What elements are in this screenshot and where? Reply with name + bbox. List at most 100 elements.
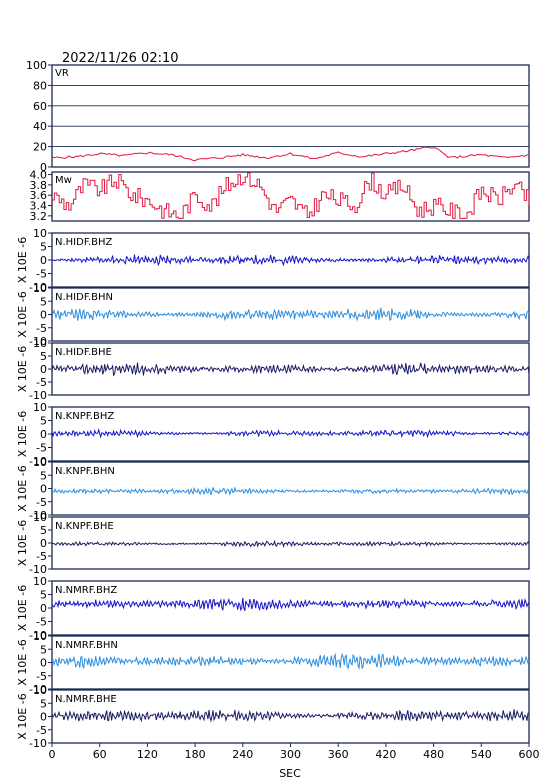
panel-frame xyxy=(51,461,530,516)
y-tick-label: -5 xyxy=(36,268,47,281)
y-tick-label: 3.8 xyxy=(30,179,48,192)
y-tick-label: 5 xyxy=(40,643,47,656)
y-tick-label: 40 xyxy=(33,120,47,133)
y-tick-label: 80 xyxy=(33,79,47,92)
panel-frame xyxy=(51,64,530,168)
y-axis-title: X 10E -6 xyxy=(16,237,29,283)
x-tick-label: 360 xyxy=(328,748,349,761)
station-label: N.HIDF.BHZ xyxy=(55,237,113,248)
y-tick-label: 5 xyxy=(40,241,47,254)
y-tick-label: -5 xyxy=(36,670,47,683)
waveform-line xyxy=(51,307,530,322)
y-tick-label: -10 xyxy=(29,455,47,468)
y-tick-label: -5 xyxy=(36,724,47,737)
y-tick-label: 0 xyxy=(40,711,47,724)
y-tick-label: 0 xyxy=(40,363,47,376)
x-tick-label: 600 xyxy=(519,748,540,761)
y-tick-label: -5 xyxy=(36,496,47,509)
y-tick-label: 4.0 xyxy=(30,169,48,182)
y-tick-label: 10 xyxy=(33,630,47,643)
y-tick-label: 5 xyxy=(40,415,47,428)
y-tick-label: 10 xyxy=(33,684,47,697)
x-tick-label: 480 xyxy=(423,748,444,761)
y-tick-label: 5 xyxy=(40,524,47,537)
y-tick-label: 5 xyxy=(40,469,47,482)
y-tick-label: -10 xyxy=(29,737,47,750)
station-label: N.NMRF.BHE xyxy=(55,694,117,705)
x-tick-label: 240 xyxy=(232,748,253,761)
mw-series-line xyxy=(52,172,530,219)
y-tick-label: 10 xyxy=(33,511,47,524)
y-tick-label: 3.2 xyxy=(30,210,48,223)
y-axis-title: X 10E -6 xyxy=(16,291,29,337)
x-tick-label: 540 xyxy=(471,748,492,761)
station-label: N.KNPF.BHZ xyxy=(55,411,114,422)
y-tick-label: -10 xyxy=(29,683,47,696)
vr-panel-label: VR xyxy=(55,68,69,79)
x-tick-label: 420 xyxy=(375,748,396,761)
y-tick-label: 0 xyxy=(40,161,47,174)
y-tick-label: -5 xyxy=(36,322,47,335)
y-tick-label: 0 xyxy=(40,309,47,322)
y-axis-title: X 10E -6 xyxy=(16,639,29,685)
station-label: N.KNPF.BHN xyxy=(55,466,115,477)
y-tick-label: 0 xyxy=(40,428,47,441)
y-axis-title: X 10E -6 xyxy=(16,411,29,457)
y-tick-label: -10 xyxy=(29,335,47,348)
station-label: N.NMRF.BHN xyxy=(55,640,118,651)
vr-series-line xyxy=(51,146,530,162)
y-axis-title: X 10E -6 xyxy=(16,346,29,392)
x-tick-label: 300 xyxy=(280,748,301,761)
waveform-line xyxy=(51,362,530,377)
y-tick-label: -10 xyxy=(29,389,47,402)
waveform-line xyxy=(51,254,530,267)
y-tick-label: 60 xyxy=(33,100,47,113)
y-tick-label: -5 xyxy=(36,616,47,629)
waveform-line xyxy=(51,652,530,670)
x-tick-label: 0 xyxy=(49,748,56,761)
y-axis-title: X 10E -6 xyxy=(16,465,29,511)
y-tick-label: 5 xyxy=(40,350,47,363)
y-tick-label: -10 xyxy=(29,563,47,576)
station-label: N.NMRF.BHZ xyxy=(55,585,117,596)
y-tick-label: 0 xyxy=(40,483,47,496)
y-tick-label: 10 xyxy=(33,401,47,414)
waveform-line xyxy=(51,427,530,439)
x-axis-title: SEC xyxy=(279,767,301,780)
y-tick-label: 5 xyxy=(40,589,47,602)
y-axis-title: X 10E -6 xyxy=(16,520,29,566)
waveform-line xyxy=(51,485,530,496)
station-label: N.HIDF.BHN xyxy=(55,292,113,303)
y-tick-label: -5 xyxy=(36,376,47,389)
y-tick-label: -5 xyxy=(36,442,47,455)
y-tick-label: 20 xyxy=(33,141,47,154)
waveform-line xyxy=(51,597,530,612)
station-label: N.KNPF.BHE xyxy=(55,521,114,532)
y-tick-label: 3.6 xyxy=(30,189,48,202)
y-tick-label: 10 xyxy=(33,575,47,588)
waveform-line xyxy=(51,539,530,549)
x-tick-label: 180 xyxy=(185,748,206,761)
waveform-line xyxy=(51,709,530,723)
y-tick-label: -10 xyxy=(29,629,47,642)
y-axis-title: X 10E -6 xyxy=(16,693,29,739)
y-tick-label: -10 xyxy=(29,281,47,294)
x-tick-label: 120 xyxy=(137,748,158,761)
mw-panel-label: Mw xyxy=(55,175,72,186)
y-tick-label: -5 xyxy=(36,550,47,563)
y-tick-label: 10 xyxy=(33,456,47,469)
y-tick-label: 10 xyxy=(33,227,47,240)
y-axis-title: X 10E -6 xyxy=(16,585,29,631)
y-tick-label: 100 xyxy=(26,59,47,72)
y-tick-label: 5 xyxy=(40,697,47,710)
station-label: N.HIDF.BHE xyxy=(55,347,112,358)
y-tick-label: 0 xyxy=(40,602,47,615)
x-tick-label: 60 xyxy=(93,748,107,761)
y-tick-label: 3.4 xyxy=(30,200,48,213)
y-tick-label: -10 xyxy=(29,509,47,522)
page-title: 2022/11/26 02:10 xyxy=(62,51,179,66)
y-tick-label: 0 xyxy=(40,254,47,267)
y-tick-label: 0 xyxy=(40,657,47,670)
